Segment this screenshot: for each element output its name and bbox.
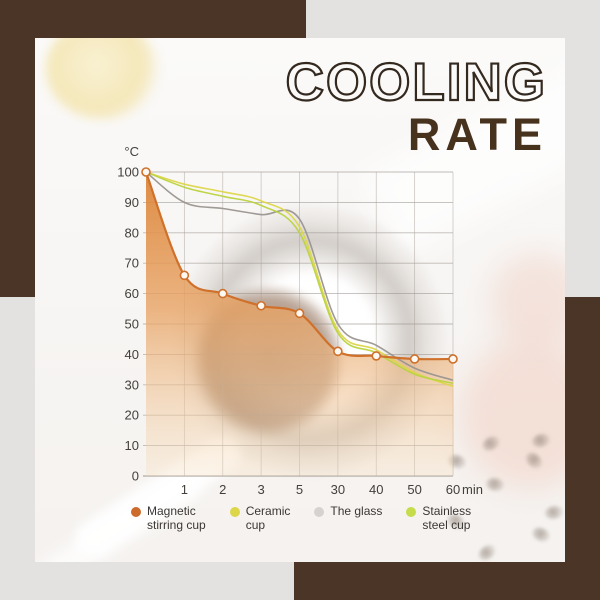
legend-item-magnetic-stirring-cup: Magnetic stirring cup [131, 504, 206, 532]
frame-left-bar [0, 0, 36, 297]
svg-text:80: 80 [125, 225, 139, 240]
svg-text:50: 50 [125, 317, 139, 332]
title-block: COOLING RATE [285, 53, 547, 160]
frame-top-bar [0, 0, 306, 42]
svg-text:60: 60 [446, 482, 460, 497]
svg-text:90: 90 [125, 195, 139, 210]
legend-dot [131, 507, 141, 517]
svg-text:50: 50 [407, 482, 421, 497]
marker-dot [179, 270, 190, 281]
legend-item-the-glass: The glass [314, 504, 382, 532]
svg-text:30: 30 [125, 377, 139, 392]
legend-dot [229, 507, 240, 517]
svg-text:60: 60 [125, 286, 139, 301]
legend-label: Magnetic stirring cup [147, 504, 206, 532]
legend-label: The glass [330, 504, 383, 518]
marker-dot [333, 346, 343, 357]
frame-bottom-bar [294, 558, 600, 600]
marker-dot [141, 167, 151, 177]
frame-right-bar [564, 297, 600, 600]
legend-dot [406, 507, 417, 517]
photo-card: COOLING RATE 0 10 20 30 40 50 60 70 80 90 100 °C 1 2 3… [35, 38, 565, 562]
marker-dot [294, 308, 305, 319]
marker-dot [448, 354, 458, 364]
title-rate: RATE [407, 109, 547, 160]
svg-text:10: 10 [125, 438, 139, 453]
svg-text:40: 40 [369, 482, 383, 497]
marker-dot [217, 288, 228, 299]
chart-legend: Magnetic stirring cup Ceramic cup The glass S… [131, 504, 471, 532]
svg-text:°C: °C [124, 144, 139, 159]
legend-label: Ceramic cup [245, 504, 291, 532]
marker-dot [409, 354, 420, 364]
marker-dot [256, 300, 266, 311]
svg-text:min: min [462, 482, 483, 497]
svg-text:100: 100 [117, 165, 139, 180]
marker-dot [371, 351, 382, 361]
svg-text:5: 5 [296, 482, 303, 497]
svg-text:30: 30 [331, 482, 345, 497]
title-cooling: COOLING [285, 53, 547, 112]
legend-item-stainless-steel-cup: Stainless steel cup [406, 504, 471, 532]
svg-text:2: 2 [219, 482, 226, 497]
legend-dot [314, 507, 325, 517]
svg-text:20: 20 [125, 408, 139, 423]
svg-text:0: 0 [132, 469, 139, 484]
svg-text:70: 70 [125, 256, 139, 271]
legend-item-ceramic-cup: Ceramic cup [229, 504, 291, 532]
svg-text:1: 1 [181, 482, 188, 497]
svg-text:3: 3 [258, 482, 265, 497]
legend-label: Stainless steel cup [422, 504, 472, 532]
svg-text:40: 40 [125, 347, 139, 362]
